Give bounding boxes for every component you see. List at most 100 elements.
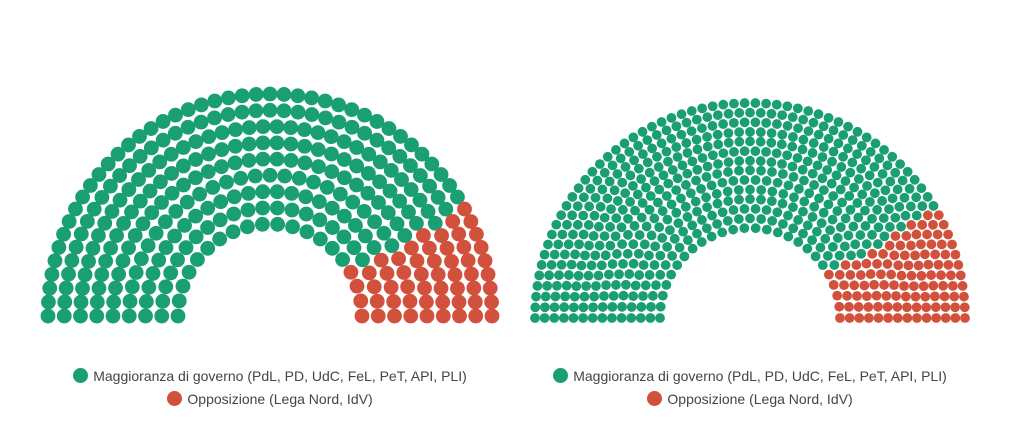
seat	[629, 155, 639, 166]
seat	[671, 185, 682, 195]
seat	[803, 106, 814, 116]
seat	[755, 127, 766, 138]
seat	[559, 249, 570, 260]
seat	[612, 169, 623, 179]
seat	[692, 144, 703, 155]
seat	[142, 183, 158, 199]
seat	[861, 291, 872, 302]
seat	[933, 259, 944, 270]
seat	[221, 90, 236, 106]
seat	[584, 240, 594, 251]
seat	[589, 210, 600, 221]
seat	[864, 170, 875, 181]
seat	[827, 156, 837, 167]
seat	[734, 107, 745, 118]
seat	[602, 151, 613, 162]
seat	[671, 121, 682, 132]
seat	[57, 294, 73, 310]
seat	[311, 159, 326, 175]
seat	[561, 280, 572, 291]
seat	[712, 129, 723, 140]
seat	[677, 160, 688, 171]
seat	[366, 279, 382, 295]
seat	[676, 193, 686, 204]
seat	[434, 228, 449, 243]
seat	[121, 182, 137, 197]
seat	[844, 191, 855, 201]
seat	[632, 189, 643, 200]
seat	[728, 176, 739, 186]
seat	[928, 200, 939, 211]
seat	[661, 146, 672, 157]
seat	[906, 220, 917, 230]
seat	[885, 176, 896, 187]
seat	[867, 213, 877, 224]
seat	[605, 222, 616, 232]
seat	[810, 251, 821, 262]
seat	[594, 159, 605, 169]
seat	[887, 193, 898, 204]
seat	[188, 208, 204, 224]
seat	[599, 231, 610, 241]
seat	[645, 313, 656, 323]
seat	[563, 239, 574, 250]
seat	[188, 134, 204, 149]
seat	[531, 291, 541, 302]
seat	[849, 280, 860, 291]
seat	[132, 193, 148, 209]
seat	[855, 230, 866, 240]
seat	[468, 308, 484, 324]
seat	[269, 184, 285, 200]
seat	[618, 258, 628, 269]
seat	[817, 173, 828, 184]
seat	[661, 279, 672, 290]
seat	[233, 170, 249, 186]
seat	[799, 196, 810, 207]
seat	[906, 270, 917, 281]
seat	[192, 186, 208, 202]
seat	[939, 291, 950, 302]
seat	[168, 107, 183, 123]
seat	[834, 269, 845, 280]
seat	[832, 233, 843, 243]
seat	[766, 196, 777, 207]
seat	[723, 137, 734, 148]
seat	[649, 176, 660, 186]
seat	[336, 170, 352, 186]
seat	[902, 313, 913, 323]
seat	[697, 123, 707, 134]
seat	[626, 302, 637, 312]
seat	[624, 269, 635, 279]
seat	[734, 165, 744, 176]
seat	[549, 249, 560, 260]
seat	[818, 185, 829, 195]
seat	[853, 302, 864, 312]
seat	[797, 144, 808, 155]
seat	[435, 294, 451, 310]
seat	[686, 106, 697, 116]
seat	[807, 148, 818, 158]
seat	[793, 123, 803, 134]
seat	[873, 313, 884, 323]
seat	[766, 108, 777, 119]
seat	[628, 239, 639, 250]
seat	[412, 192, 428, 208]
seat	[845, 204, 856, 215]
seat	[833, 117, 844, 127]
seat	[291, 170, 307, 186]
seat	[94, 267, 110, 282]
seat	[539, 302, 550, 313]
seat	[452, 308, 467, 324]
seat	[346, 240, 362, 256]
seat	[262, 102, 278, 118]
seat	[947, 280, 958, 291]
seat	[180, 102, 196, 117]
seat	[424, 156, 440, 172]
seat	[158, 279, 174, 295]
seat	[201, 129, 217, 145]
seat	[756, 214, 767, 224]
seat	[625, 170, 636, 181]
seat	[877, 196, 888, 206]
seat	[227, 155, 243, 171]
